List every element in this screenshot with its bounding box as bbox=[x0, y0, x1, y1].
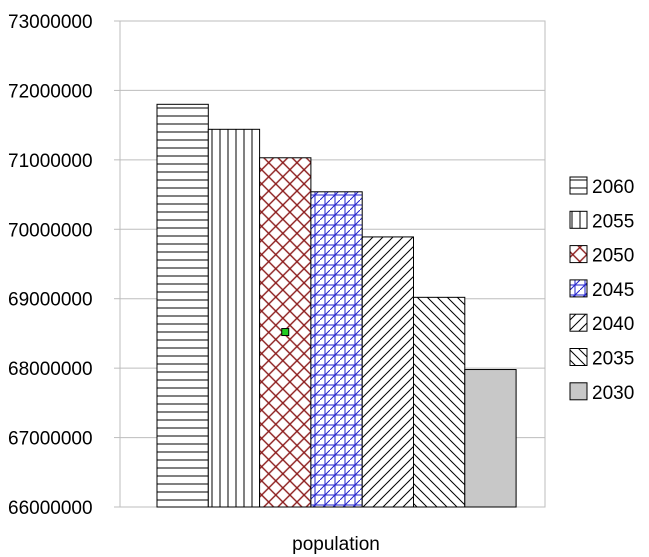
bar-2030 bbox=[464, 369, 517, 508]
bar-2045 bbox=[310, 191, 363, 508]
marker bbox=[281, 328, 290, 337]
bar-2035 bbox=[413, 296, 466, 508]
y-tick-label: 67000000 bbox=[8, 429, 93, 450]
legend-swatch-2060 bbox=[569, 176, 588, 195]
legend-swatch-2035 bbox=[569, 348, 588, 366]
y-axis: 73000000 72000000 71000000 70000000 69000000… bbox=[8, 12, 120, 519]
legend-label: 2030 bbox=[592, 383, 634, 404]
y-tick-label: 71000000 bbox=[8, 151, 93, 172]
y-tick-label: 69000000 bbox=[8, 290, 93, 311]
legend-label: 2060 bbox=[592, 177, 634, 198]
legend: 2060 2055 2050 2045 2040 2035 2030 bbox=[569, 176, 634, 404]
y-tick-label: 72000000 bbox=[8, 81, 93, 102]
bar-2060 bbox=[156, 103, 209, 508]
legend-swatch-2045 bbox=[569, 279, 588, 298]
y-tick-label: 73000000 bbox=[8, 12, 93, 33]
legend-label: 2055 bbox=[592, 211, 634, 232]
legend-label: 2050 bbox=[592, 246, 634, 267]
legend-label: 2045 bbox=[592, 280, 634, 301]
legend-swatch-2030 bbox=[569, 382, 588, 401]
legend-swatch-2050 bbox=[569, 245, 588, 264]
y-tick-label: 66000000 bbox=[8, 498, 93, 519]
legend-label: 2035 bbox=[592, 349, 634, 370]
marker-point bbox=[281, 328, 290, 337]
bar-2055 bbox=[207, 128, 261, 508]
y-tick-label: 70000000 bbox=[8, 220, 93, 241]
legend-label: 2040 bbox=[592, 314, 634, 335]
legend-swatch-2055 bbox=[569, 210, 588, 229]
legend-swatch-2040 bbox=[569, 313, 588, 332]
y-tick-label: 68000000 bbox=[8, 359, 93, 380]
bar-2040 bbox=[361, 236, 415, 508]
x-category-label: population bbox=[292, 534, 380, 555]
